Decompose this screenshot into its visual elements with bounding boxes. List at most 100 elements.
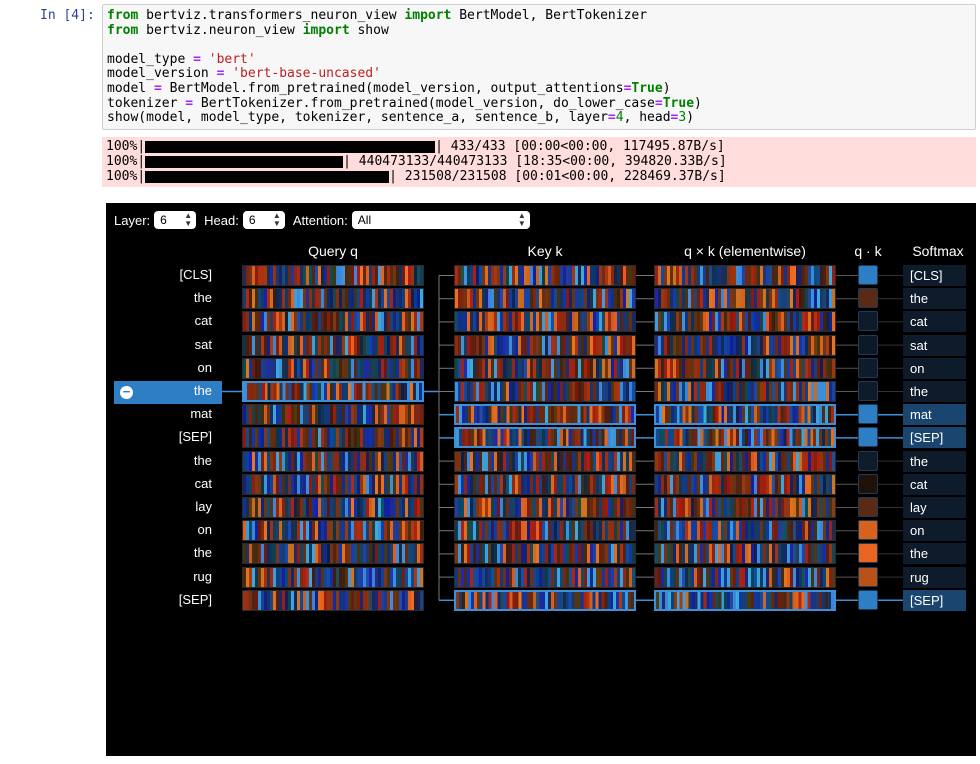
key-vector[interactable] xyxy=(454,381,636,402)
key-token-label[interactable]: the xyxy=(903,450,966,472)
key-vector[interactable] xyxy=(454,543,636,565)
query-vector[interactable] xyxy=(242,357,424,379)
query-token-label[interactable]: the xyxy=(193,545,212,561)
product-vector[interactable] xyxy=(654,334,836,356)
selected-token-row[interactable]: − xyxy=(114,381,222,404)
key-vector[interactable] xyxy=(454,311,636,333)
query-token-label[interactable]: the xyxy=(193,452,212,468)
product-vector[interactable] xyxy=(654,450,836,472)
progress-line: 100% | | 433/433 [00:00<00:00, 117495.87B/… xyxy=(106,139,725,154)
key-token-label[interactable]: cat xyxy=(903,473,966,495)
key-token-label[interactable]: lay xyxy=(903,497,966,518)
product-vector[interactable] xyxy=(654,265,836,286)
query-vector[interactable] xyxy=(242,427,424,449)
product-vector[interactable] xyxy=(654,589,836,611)
key-token-label[interactable]: rug xyxy=(903,566,966,588)
product-vector[interactable] xyxy=(654,357,836,379)
dot-product-score xyxy=(858,520,878,541)
key-vector[interactable] xyxy=(454,450,636,472)
query-token-label[interactable]: cat xyxy=(194,475,212,491)
key-vector[interactable] xyxy=(454,265,636,286)
product-vector[interactable] xyxy=(654,381,836,402)
query-vector[interactable] xyxy=(242,265,424,286)
product-vector[interactable] xyxy=(654,520,836,542)
key-token-label[interactable]: [SEP] xyxy=(903,427,966,449)
code-line xyxy=(107,38,971,53)
layer-select[interactable]: 6 ▲ ▼ xyxy=(154,211,197,229)
key-token-label[interactable]: [CLS] xyxy=(903,265,966,286)
query-vector[interactable] xyxy=(242,334,424,356)
key-vector[interactable] xyxy=(454,404,636,426)
key-token-label[interactable]: the xyxy=(903,381,966,402)
key-header: Key k xyxy=(527,243,563,259)
query-vector[interactable] xyxy=(242,404,424,426)
key-vector[interactable] xyxy=(454,589,636,611)
key-vector[interactable] xyxy=(454,288,636,310)
softmax-header: Softmax xyxy=(912,243,964,259)
product-vector[interactable] xyxy=(654,566,836,588)
dot-product-score xyxy=(858,566,878,587)
product-vector[interactable] xyxy=(654,288,836,310)
query-vector[interactable] xyxy=(242,520,424,542)
product-vector[interactable] xyxy=(654,543,836,565)
key-token-label[interactable]: on xyxy=(903,357,966,379)
key-token-label[interactable]: sat xyxy=(903,334,966,356)
progress-stats: | 433/433 [00:00<00:00, 117495.87B/s] xyxy=(435,139,725,154)
key-token-label[interactable]: on xyxy=(903,520,966,542)
query-vector[interactable] xyxy=(242,311,424,333)
code-line: show(model, model_type, tokenizer, sente… xyxy=(107,110,695,126)
code-line: from bertviz.transformers_neuron_view im… xyxy=(107,8,648,23)
key-token-label[interactable]: the xyxy=(903,543,966,565)
key-token-label[interactable]: cat xyxy=(903,311,966,333)
minus-circle-icon[interactable]: − xyxy=(120,385,133,399)
dot-product-score xyxy=(858,497,878,517)
key-vector[interactable] xyxy=(454,497,636,518)
key-token-label[interactable]: [SEP] xyxy=(903,589,966,611)
key-token-label[interactable]: the xyxy=(903,288,966,310)
query-vector[interactable] xyxy=(242,381,424,402)
query-token-label[interactable]: [CLS] xyxy=(179,267,212,282)
query-token-label[interactable]: mat xyxy=(190,406,212,422)
query-token-label[interactable]: cat xyxy=(194,313,212,329)
key-token-label[interactable]: mat xyxy=(903,404,966,426)
layer-label: Layer: xyxy=(114,212,151,228)
code-line: model_type = 'bert' xyxy=(107,51,256,67)
query-token-label[interactable]: rug xyxy=(193,568,212,584)
query-vector[interactable] xyxy=(242,589,424,611)
key-vector[interactable] xyxy=(454,357,636,379)
query-token-label[interactable]: on xyxy=(197,522,212,538)
query-vector[interactable] xyxy=(242,450,424,472)
dot-product-score xyxy=(858,334,878,355)
product-vector[interactable] xyxy=(654,473,836,495)
query-token-label[interactable]: on xyxy=(197,359,212,375)
head-select[interactable]: 6 ▲ ▼ xyxy=(242,211,285,229)
attention-select[interactable]: All ▲ ▼ xyxy=(351,211,530,229)
product-vector[interactable] xyxy=(654,427,836,449)
query-vector[interactable] xyxy=(242,288,424,310)
query-token-label[interactable]: the xyxy=(193,290,212,306)
query-token-label[interactable]: lay xyxy=(195,499,212,514)
query-header: Query q xyxy=(308,243,358,259)
dot-product-score xyxy=(858,404,878,425)
dot-product-score xyxy=(858,265,878,285)
query-token-label[interactable]: [SEP] xyxy=(178,429,212,445)
query-token-label[interactable]: sat xyxy=(194,336,212,352)
query-vector[interactable] xyxy=(242,473,424,495)
code-cell[interactable]: from bertviz.transformers_neuron_view im… xyxy=(102,4,976,130)
progress-line: 100% | | 231508/231508 [00:01<00:00, 22846… xyxy=(106,169,726,184)
key-vector[interactable] xyxy=(454,520,636,542)
key-vector[interactable] xyxy=(454,427,636,449)
product-vector[interactable] xyxy=(654,404,836,426)
key-vector[interactable] xyxy=(454,334,636,356)
key-vector[interactable] xyxy=(454,473,636,495)
dot-product-score xyxy=(858,450,878,471)
query-vector[interactable] xyxy=(242,566,424,588)
query-token-label[interactable]: [SEP] xyxy=(178,591,212,607)
dot-product-score xyxy=(858,473,878,494)
product-vector[interactable] xyxy=(654,311,836,333)
query-vector[interactable] xyxy=(242,543,424,565)
query-token-label[interactable]: the xyxy=(193,383,212,398)
query-vector[interactable] xyxy=(242,497,424,518)
product-vector[interactable] xyxy=(654,497,836,518)
key-vector[interactable] xyxy=(454,566,636,588)
